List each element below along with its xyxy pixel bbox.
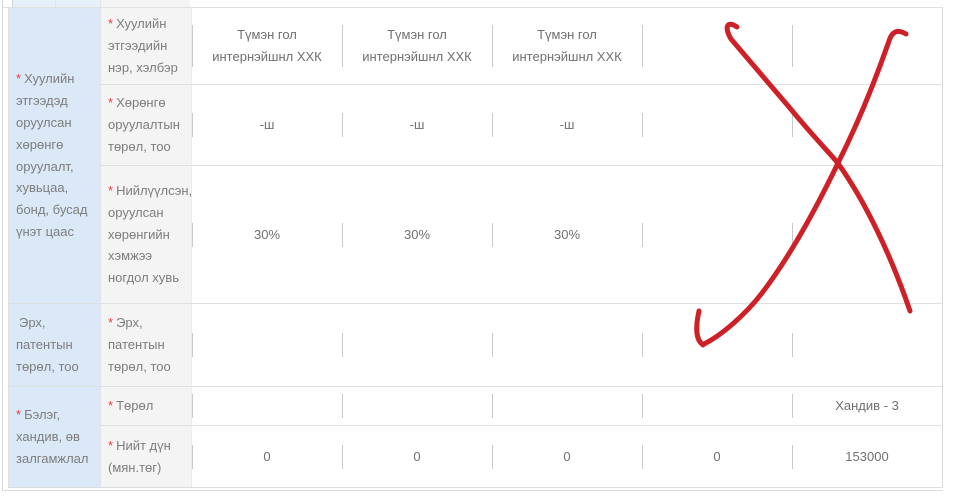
cell-patent-type-2 <box>342 304 492 387</box>
group-label-gift: * Бэлэг, хандив, өв залгамжлал <box>9 387 101 487</box>
sublabel-text: Эрх, патентын төрөл, тоо <box>108 315 171 374</box>
cell-patent-type-4 <box>642 304 792 387</box>
cell-total-4: 0 <box>642 426 792 487</box>
cell-total-2: 0 <box>342 426 492 487</box>
cell-investment-type-1: -ш <box>192 85 342 166</box>
group-label-text: Эрх, патентын төрөл, тоо <box>16 315 79 374</box>
cell-patent-type-1 <box>192 304 342 387</box>
cell-gift-type-4 <box>642 387 792 426</box>
sublabel-investment-type: * Хөрөнгө оруулалтын төрөл, тоо <box>101 85 192 166</box>
cell-entity-name-5 <box>792 8 942 85</box>
required-marker: * <box>108 95 114 111</box>
cell-entity-name-2: Түмэн гол интернэйшнл ХХК <box>342 8 492 85</box>
cell-patent-type-3 <box>492 304 642 387</box>
cell-invested-share-1: 30% <box>192 166 342 304</box>
cell-investment-type-4 <box>642 85 792 166</box>
cell-investment-type-5 <box>792 85 942 166</box>
sublabel-entity-name: * Хуулийн этгээдийн нэр, хэлбэр <box>101 8 192 85</box>
cell-invested-share-2: 30% <box>342 166 492 304</box>
group-label-investment: * Хуулийн этгээдэд оруулсан хөрөнгө оруул… <box>9 8 101 304</box>
required-marker: * <box>16 71 22 87</box>
required-marker: * <box>108 437 114 453</box>
outer-left-border <box>2 0 3 491</box>
required-marker: * <box>108 182 114 198</box>
sublabel-text: Нийт дүн (мян.төг) <box>108 437 171 475</box>
cell-gift-type-3 <box>492 387 642 426</box>
cropped-row-divider <box>55 0 56 7</box>
cell-invested-share-5 <box>792 166 942 304</box>
group-label-text: Бэлэг, хандив, өв залгамжлал <box>16 407 89 466</box>
required-marker: * <box>16 407 22 423</box>
cropped-row-gray-cell <box>100 0 190 7</box>
cell-gift-type-5: Хандив - 3 <box>792 387 942 426</box>
cell-total-1: 0 <box>192 426 342 487</box>
cell-entity-name-3: Түмэн гол интернэйшнл ХХК <box>492 8 642 85</box>
cell-invested-share-3: 30% <box>492 166 642 304</box>
required-marker: * <box>108 398 114 414</box>
cell-patent-type-5 <box>792 304 942 387</box>
cell-investment-type-2: -ш <box>342 85 492 166</box>
cell-gift-type-2 <box>342 387 492 426</box>
required-marker: * <box>108 315 114 331</box>
group-label-text: Хуулийн этгээдэд оруулсан хөрөнгө оруула… <box>16 71 88 239</box>
sublabel-text: Хуулийн этгээдийн нэр, хэлбэр <box>108 16 178 75</box>
cell-total-3: 0 <box>492 426 642 487</box>
sublabel-text: Төрөл <box>116 398 154 414</box>
cell-entity-name-4 <box>642 8 792 85</box>
outer-bottom-border <box>2 490 943 491</box>
required-marker: * <box>108 16 114 32</box>
sublabel-type: * Төрөл <box>101 387 192 426</box>
group-label-patent: Эрх, патентын төрөл, тоо <box>9 304 101 387</box>
cell-investment-type-3: -ш <box>492 85 642 166</box>
cell-gift-type-1 <box>192 387 342 426</box>
cell-total-5: 153000 <box>792 426 942 487</box>
sublabel-text: Нийлүүлсэн, оруулсан хөрөнгийн хэмжээ но… <box>108 182 193 286</box>
sublabel-invested-amount: * Нийлүүлсэн, оруулсан хөрөнгийн хэмжээ н… <box>101 166 192 304</box>
cell-entity-name-1: Түмэн гол интернэйшнл ХХК <box>192 8 342 85</box>
sublabel-patent-type: * Эрх, патентын төрөл, тоо <box>101 304 192 387</box>
sublabel-text: Хөрөнгө оруулалтын төрөл, тоо <box>108 95 180 154</box>
asset-declaration-table: * Хуулийн этгээдэд оруулсан хөрөнгө оруул… <box>8 8 943 488</box>
cropped-row-blue-cell <box>12 0 100 7</box>
sublabel-total-amount: * Нийт дүн (мян.төг) <box>101 426 192 487</box>
cell-invested-share-4 <box>642 166 792 304</box>
